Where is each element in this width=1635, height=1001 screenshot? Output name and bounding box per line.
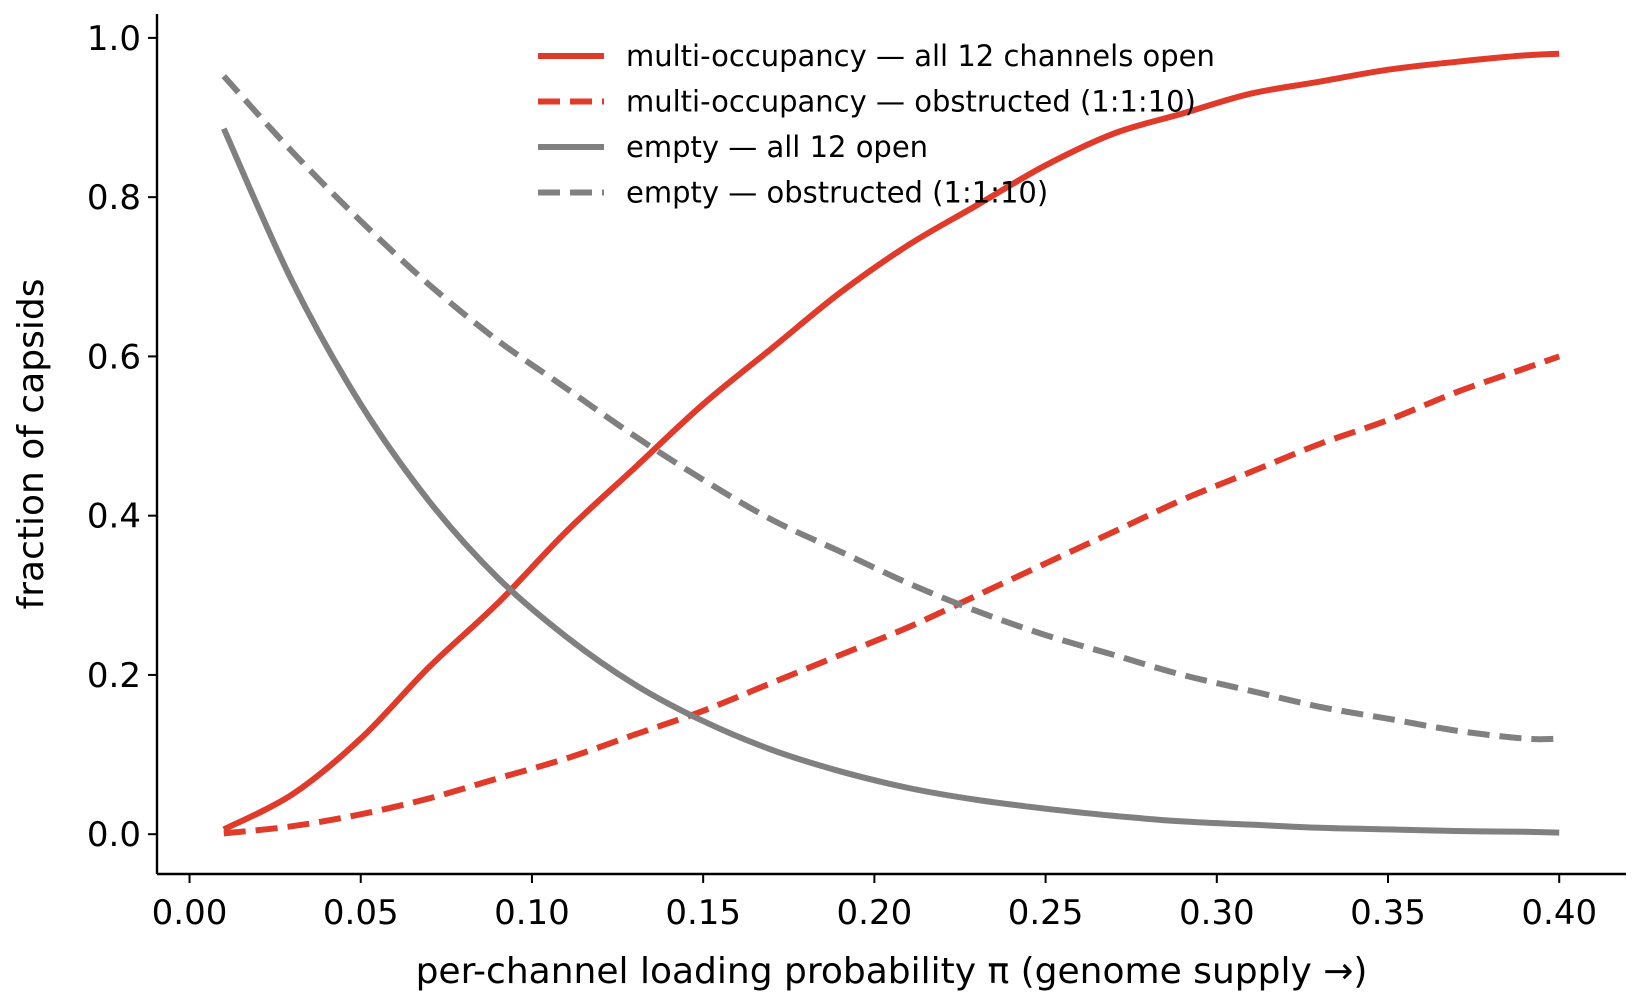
legend-label: multi-occupancy — obstructed (1:1:10)	[626, 85, 1196, 119]
x-tick-label: 0.20	[837, 893, 913, 933]
y-tick-label: 0.0	[87, 815, 141, 855]
legend-label: multi-occupancy — all 12 channels open	[626, 39, 1215, 73]
x-tick-label: 0.05	[323, 893, 399, 933]
y-tick-label: 0.8	[87, 178, 141, 218]
series-line-3	[221, 127, 1560, 836]
series-line-1	[222, 50, 1560, 833]
y-tick-label: 0.4	[87, 497, 141, 537]
x-tick-label: 0.15	[665, 893, 741, 933]
x-axis-title: per-channel loading probability π (genom…	[416, 951, 1368, 992]
x-tick-label: 0.30	[1179, 893, 1255, 933]
series-line-2	[223, 353, 1561, 837]
ticks-layer: 0.00 0.05 0.10 0.15 0.20 0.25 0.30 0.35 0.40 0.0 0…	[87, 19, 1597, 933]
x-tick-label: 0.40	[1521, 893, 1597, 933]
x-tick-label: 0.10	[494, 893, 570, 933]
series-layer	[221, 50, 1561, 837]
axes-layer	[155, 14, 1626, 876]
y-tick-label: 0.2	[87, 656, 141, 696]
series-line-4	[221, 74, 1560, 743]
y-tick-label: 0.6	[87, 337, 141, 377]
y-tick-label: 1.0	[87, 19, 141, 59]
legend-label: empty — obstructed (1:1:10)	[626, 176, 1048, 210]
legend: multi-occupancy — all 12 channels open mu…	[538, 39, 1215, 210]
x-tick-label: 0.35	[1350, 893, 1426, 933]
legend-label: empty — all 12 open	[626, 130, 928, 164]
y-axis-title: fraction of capsids	[11, 279, 52, 610]
x-tick-label: 0.00	[152, 893, 228, 933]
x-tick-label: 0.25	[1008, 893, 1084, 933]
